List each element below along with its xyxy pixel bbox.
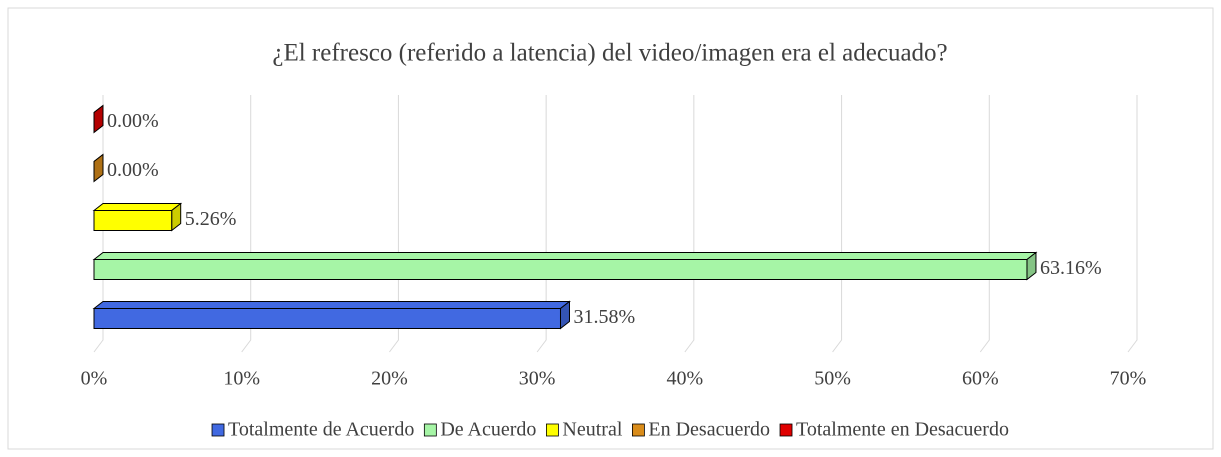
x-tick-label: 40%: [667, 368, 704, 390]
data-label: 0.00%: [107, 159, 159, 181]
x-tick-label: 10%: [223, 368, 260, 390]
grid-line: [536, 95, 547, 353]
legend-label: Totalmente de Acuerdo: [228, 419, 414, 441]
bar-top: [92, 252, 1038, 260]
grid-line: [389, 95, 399, 353]
chart-title: ¿El refresco (referido a latencia) del v…: [272, 40, 947, 67]
legend-swatch: [211, 423, 225, 437]
legend-label: Neutral: [562, 419, 622, 441]
x-tick-label: 0%: [81, 368, 108, 390]
grid-line: [684, 95, 695, 353]
x-tick-label: 30%: [519, 368, 556, 390]
grid-line: [1127, 95, 1138, 353]
x-tick-label: 50%: [814, 368, 851, 390]
data-label: 31.58%: [573, 306, 635, 328]
data-label: 63.16%: [1040, 257, 1102, 279]
bar-side: [93, 104, 104, 134]
bar-side: [93, 153, 104, 183]
bar: [93, 259, 1028, 280]
bar: [93, 210, 173, 231]
legend-swatch: [546, 423, 559, 437]
chart-border: [7, 7, 1214, 450]
grid-line: [979, 95, 990, 353]
grid-line: [832, 95, 843, 353]
x-tick-label: 20%: [371, 368, 408, 390]
x-tick-label: 60%: [962, 368, 999, 390]
data-label: 5.26%: [185, 208, 237, 230]
legend-swatch: [423, 423, 437, 437]
x-tick-label: 70%: [1110, 368, 1147, 390]
data-label: 0.00%: [107, 110, 159, 132]
legend-label: En Desacuerdo: [648, 419, 770, 441]
bar: [93, 308, 561, 329]
legend-label: De Acuerdo: [440, 419, 536, 441]
grid-line: [241, 95, 252, 353]
bar-top: [92, 203, 183, 211]
bar-top: [92, 301, 571, 309]
legend-swatch: [631, 423, 645, 437]
grid-line: [93, 95, 104, 353]
legend-label: Totalmente en Desacuerdo: [796, 419, 1009, 441]
legend-swatch: [779, 423, 793, 437]
